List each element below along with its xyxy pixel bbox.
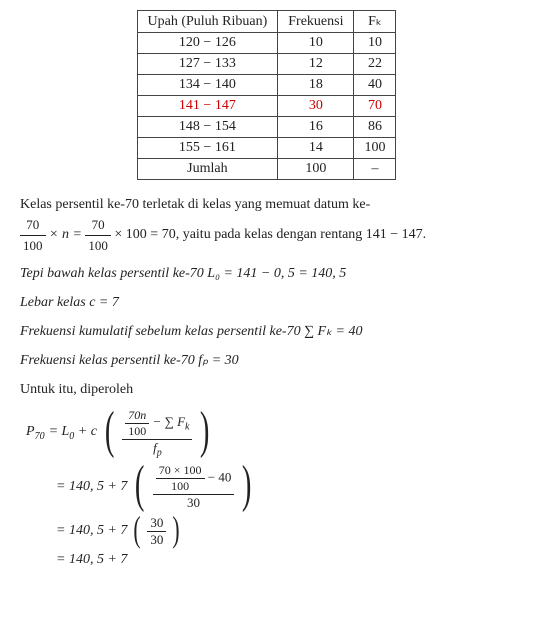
table-cell: 100 (278, 159, 354, 180)
table-cell: 127 − 133 (137, 54, 278, 75)
table-row: 127 − 1331222 (137, 54, 396, 75)
para-cum-freq: Frekuensi kumulatif sebelum kelas persen… (20, 321, 513, 342)
table-cell: 148 − 154 (137, 117, 278, 138)
frequency-table: Upah (Puluh Ribuan)FrekuensiFₖ 120 − 126… (137, 10, 397, 180)
table-cell: 14 (278, 138, 354, 159)
table-cell: Jumlah (137, 159, 278, 180)
table-cell: 120 − 126 (137, 33, 278, 54)
table-cell: 30 (278, 96, 354, 117)
table-cell: 12 (278, 54, 354, 75)
table-cell: 16 (278, 117, 354, 138)
para-class-width: Lebar kelas c = 7 (20, 292, 513, 313)
table-cell: 10 (278, 33, 354, 54)
table-header: Frekuensi (278, 11, 354, 33)
table-header: Fₖ (354, 11, 396, 33)
para-lower-bound: Tepi bawah kelas persentil ke-70 L₀ = 14… (20, 263, 513, 284)
table-cell: 141 − 147 (137, 96, 278, 117)
table-cell: 155 − 161 (137, 138, 278, 159)
table-cell: 70 (354, 96, 396, 117)
table-cell: 86 (354, 117, 396, 138)
table-row: 155 − 16114100 (137, 138, 396, 159)
percentile-formula: P70 = L0 + c ( 70n100 − ∑ Fk fp ) = 140,… (26, 408, 513, 568)
para-class-location: Kelas persentil ke-70 terletak di kelas … (20, 194, 513, 255)
table-cell: 22 (354, 54, 396, 75)
table-header: Upah (Puluh Ribuan) (137, 11, 278, 33)
table-cell: 10 (354, 33, 396, 54)
para-therefore: Untuk itu, diperoleh (20, 379, 513, 400)
para-class-freq: Frekuensi kelas persentil ke-70 fₚ = 30 (20, 350, 513, 371)
table-cell: 134 − 140 (137, 75, 278, 96)
table-row: 120 − 1261010 (137, 33, 396, 54)
table-cell: 100 (354, 138, 396, 159)
table-row: 134 − 1401840 (137, 75, 396, 96)
table-row: 141 − 1473070 (137, 96, 396, 117)
table-cell: 18 (278, 75, 354, 96)
table-cell: – (354, 159, 396, 180)
table-row: 148 − 1541686 (137, 117, 396, 138)
table-footer-row: Jumlah100– (137, 159, 396, 180)
table-cell: 40 (354, 75, 396, 96)
